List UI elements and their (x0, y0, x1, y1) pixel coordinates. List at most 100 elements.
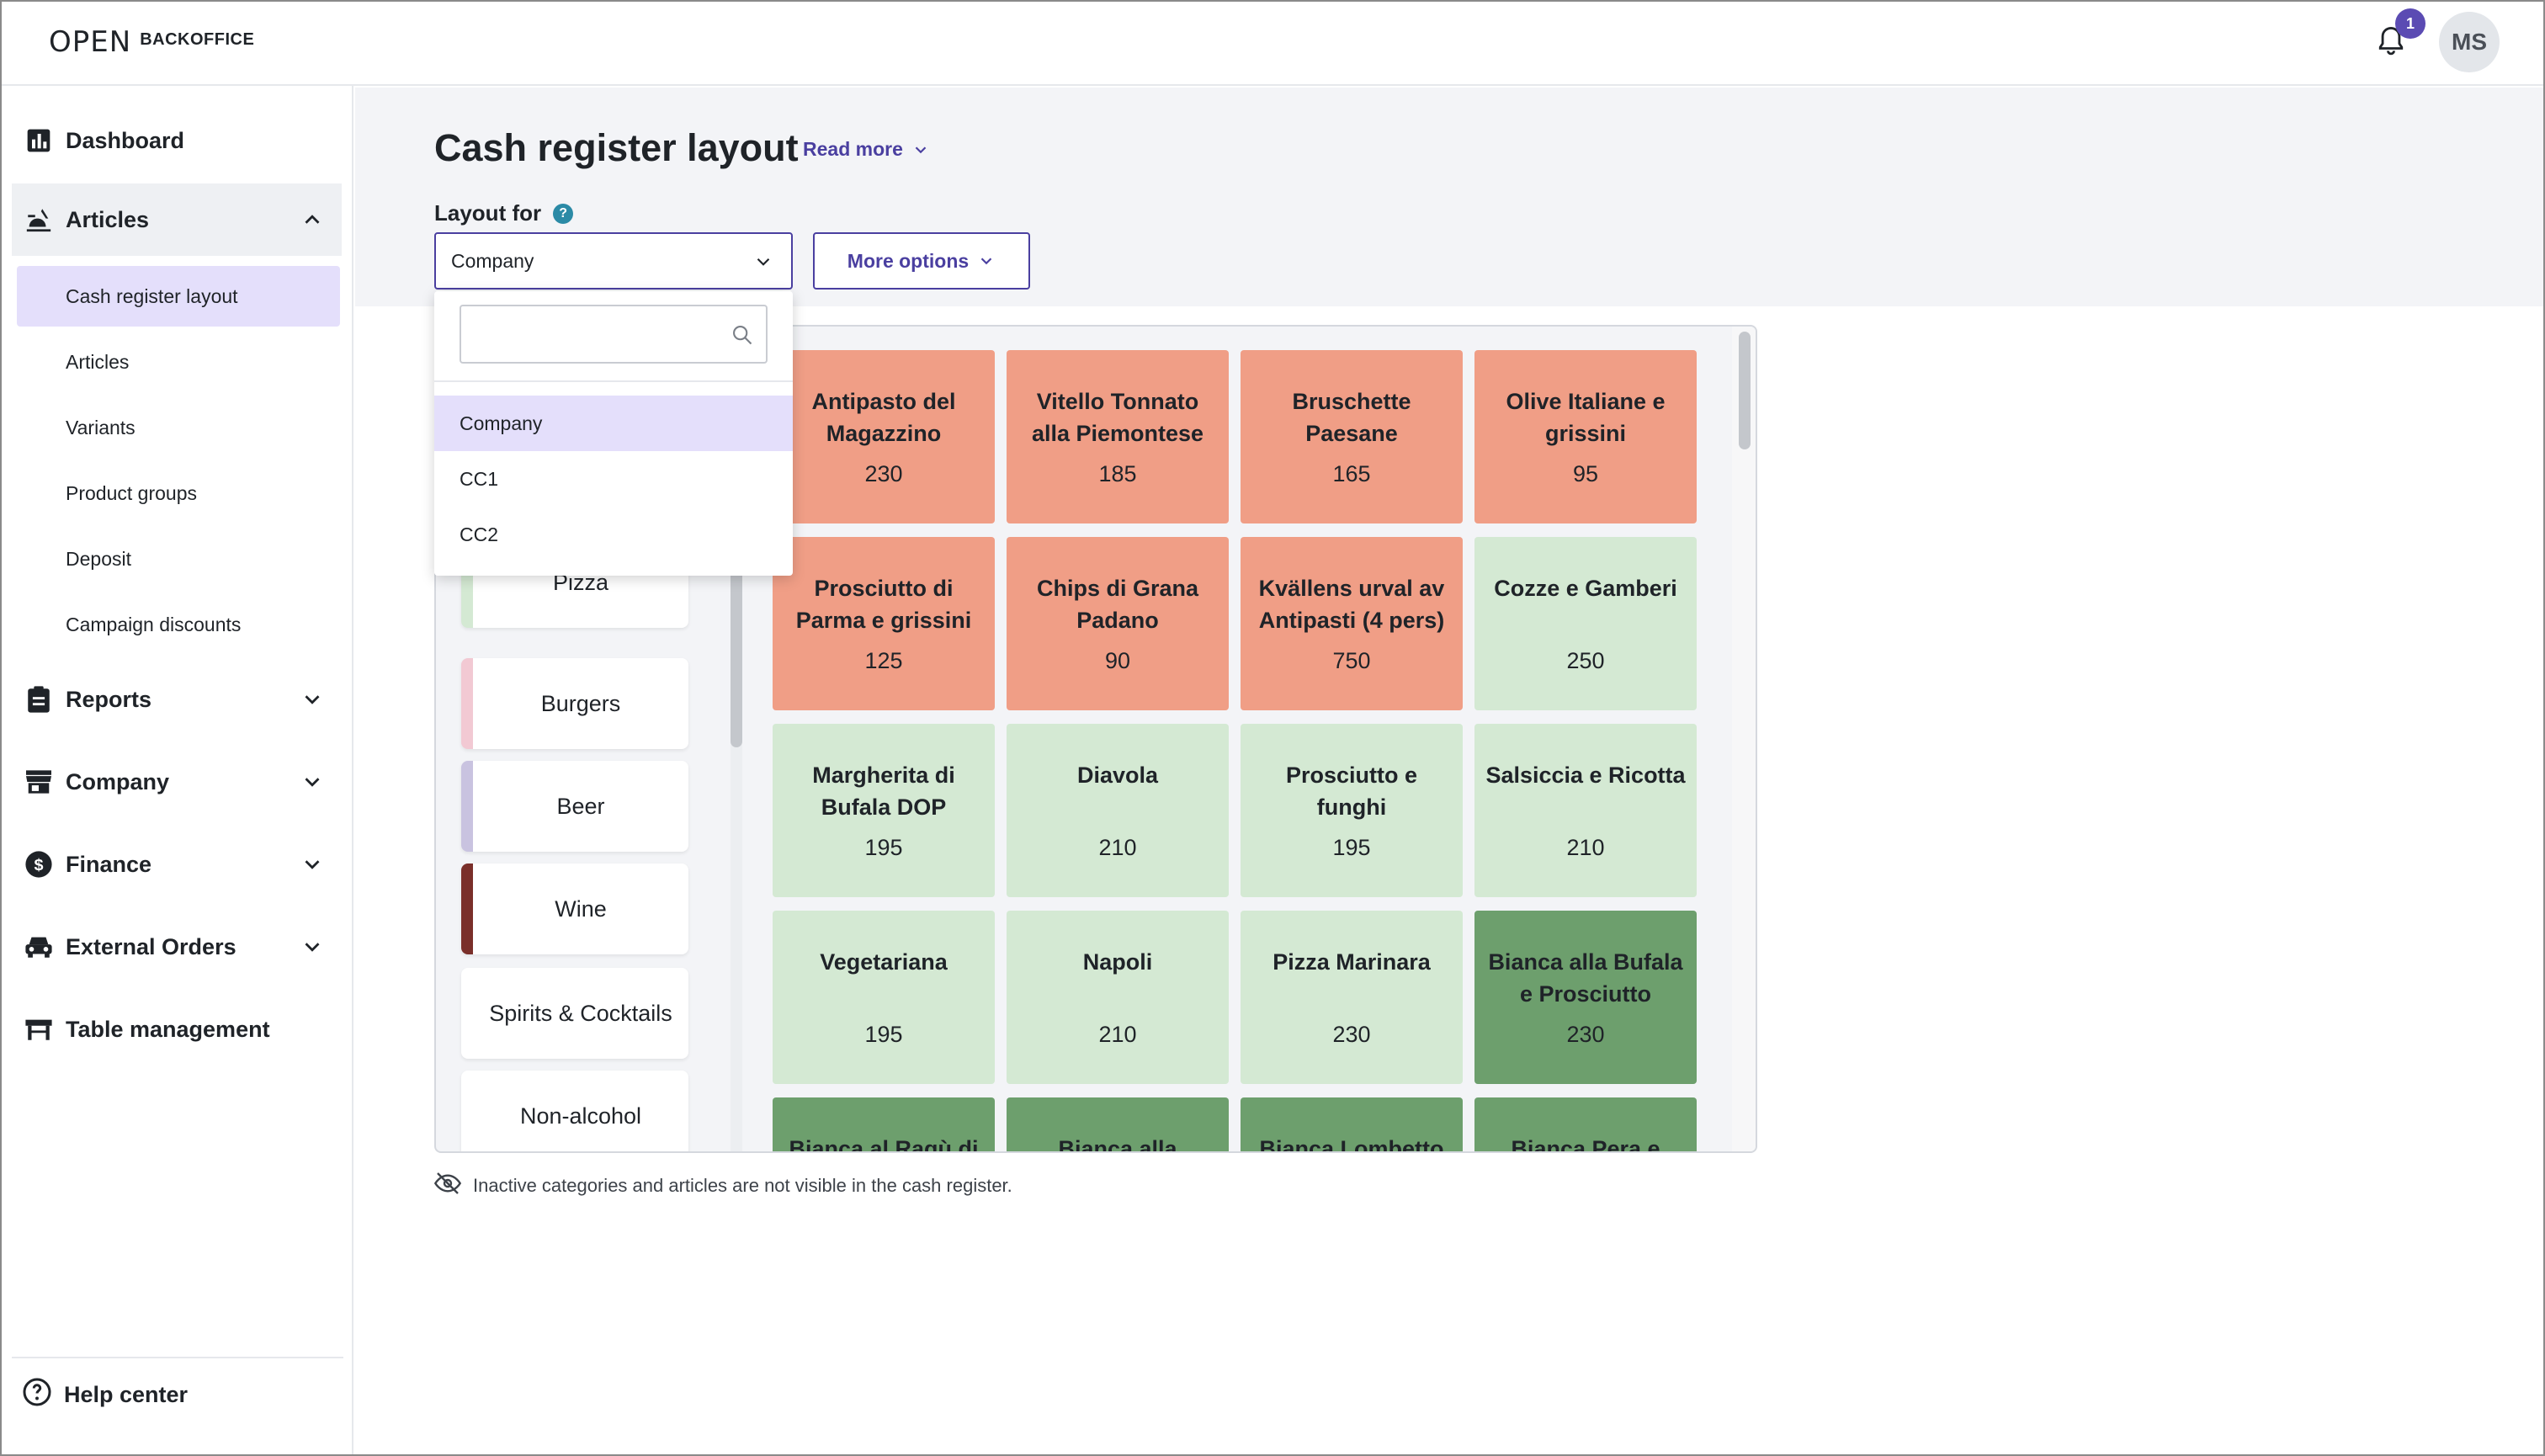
sidebar-subitem-product-groups[interactable]: Product groups (66, 481, 197, 504)
article-tile[interactable]: Bianca Pera e (1474, 1097, 1697, 1151)
logo-mark: OPEN (49, 25, 132, 59)
article-tile[interactable]: Bianca alla (1007, 1097, 1229, 1153)
sidebar-subitem-articles[interactable]: Articles (66, 350, 130, 373)
sidebar: Dashboard Articles Cash register layout … (2, 86, 353, 1454)
car-icon (24, 932, 54, 962)
article-tile[interactable]: Cozze e Gamberi 250 (1474, 537, 1697, 710)
category-spirits-cocktails[interactable]: Spirits & Cocktails (461, 968, 688, 1059)
article-price: 125 (864, 648, 903, 673)
article-tile[interactable]: Vegetariana 195 (773, 911, 995, 1084)
help-icon[interactable]: ? (553, 203, 574, 224)
inactive-note-text: Inactive categories and articles are not… (473, 1175, 1012, 1196)
layout-for-text: Layout for (434, 200, 542, 226)
layout-for-dropdown: Company CC1 CC2 (434, 291, 793, 576)
sidebar-item-dashboard[interactable]: Dashboard (12, 104, 342, 177)
dropdown-option-cc2[interactable]: CC2 (460, 523, 499, 545)
article-tile[interactable]: Bianca alla Bufala e Prosciutto 230 (1474, 911, 1697, 1084)
help-center-link[interactable]: Help center (22, 1377, 188, 1413)
logo-text: BACKOFFICE (140, 29, 255, 49)
article-price: 230 (864, 461, 903, 486)
article-scrollbar-thumb[interactable] (1739, 332, 1751, 449)
article-tile[interactable]: Chips di Grana Padano 90 (1007, 537, 1229, 710)
sidebar-subitem-cash-register-layout[interactable]: Cash register layout (17, 266, 340, 327)
article-name: Salsiccia e Ricotta (1485, 763, 1686, 788)
sidebar-item-label: External Orders (66, 933, 236, 959)
chevron-down-icon (980, 258, 992, 265)
article-name: Chips di Grana Padano (1036, 576, 1199, 633)
category-burgers[interactable]: Burgers (461, 658, 688, 749)
article-tile[interactable]: Antipasto del Magazzino 230 (773, 350, 995, 523)
more-options-button[interactable]: More options (813, 232, 1030, 290)
article-price: 210 (1098, 1022, 1137, 1047)
article-price: 90 (1104, 648, 1131, 673)
category-non-alcohol[interactable]: Non-alcohol (461, 1071, 688, 1151)
article-price: 210 (1566, 835, 1605, 860)
category-beer[interactable]: Beer (461, 761, 688, 852)
article-name: Diavola (1076, 763, 1159, 788)
article-tile[interactable]: Salsiccia e Ricotta 210 (1474, 724, 1697, 897)
top-bar: OPEN BACKOFFICE (2, 2, 2543, 86)
category-scrollbar-thumb[interactable] (731, 545, 742, 747)
dropdown-search-input[interactable] (460, 305, 768, 364)
sidebar-divider (12, 1357, 343, 1358)
sidebar-subitem-campaign-discounts[interactable]: Campaign discounts (66, 613, 242, 635)
sidebar-item-reports[interactable]: Reports (12, 663, 342, 736)
article-name: Bruschette Paesane (1292, 389, 1411, 446)
article-scrollbar[interactable] (1732, 327, 1756, 1151)
article-grid: Antipasto del Magazzino 230 Vitello Tonnat… (773, 327, 1732, 1151)
article-tile[interactable]: Olive Italiane e grissini 95 (1474, 350, 1697, 523)
sidebar-subitem-variants[interactable]: Variants (66, 416, 135, 438)
layout-panel: Pizza Burgers Beer Wine Spirits & Cockta… (434, 325, 1757, 1153)
food-icon (24, 205, 54, 235)
inactive-note: Inactive categories and articles are not… (433, 1172, 1012, 1200)
article-tile[interactable]: Pizza Marinara 230 (1241, 911, 1463, 1084)
logo[interactable]: OPEN BACKOFFICE (49, 25, 254, 59)
article-price: 230 (1566, 1022, 1605, 1047)
article-price: 165 (1332, 461, 1371, 486)
article-name: Prosciutto di Parma e grissini (795, 576, 972, 633)
question-icon (22, 1377, 52, 1413)
dropdown-option-company[interactable]: Company (434, 396, 793, 451)
article-tile[interactable]: Vitello Tonnato alla Piemontese 185 (1007, 350, 1229, 523)
article-tile[interactable]: Kvällens urval av Antipasti (4 pers) 750 (1241, 537, 1463, 710)
chevron-down-icon (305, 943, 320, 952)
sidebar-item-external-orders[interactable]: External Orders (12, 911, 342, 983)
avatar[interactable]: MS (2439, 12, 2500, 72)
sidebar-item-table-management[interactable]: Table management (12, 993, 342, 1065)
article-tile[interactable]: Bianca al Ragù di (773, 1097, 995, 1151)
article-name: Bianca alla Bufala e Prosciutto (1488, 949, 1683, 1007)
article-name: Antipasto del Magazzino (811, 389, 956, 446)
sidebar-item-company[interactable]: Company (12, 746, 342, 818)
article-price: 95 (1572, 461, 1599, 486)
article-tile[interactable]: Napoli 210 (1007, 911, 1229, 1084)
chevron-down-icon (305, 695, 320, 704)
article-name: Olive Italiane e grissini (1506, 389, 1666, 446)
sidebar-item-label: Company (66, 768, 170, 794)
sidebar-item-label: Table management (66, 1016, 270, 1042)
article-name: Napoli (1082, 949, 1153, 975)
sidebar-item-articles[interactable]: Articles (12, 183, 342, 256)
article-price: 230 (1332, 1022, 1371, 1047)
article-tile[interactable]: Prosciutto e funghi 195 (1241, 724, 1463, 897)
category-label: Spirits & Cocktails (489, 1000, 672, 1026)
article-tile[interactable]: Bianca Lombetto (1241, 1097, 1463, 1151)
article-name: Pizza Marinara (1272, 949, 1431, 975)
dropdown-option-cc1[interactable]: CC1 (460, 467, 499, 490)
chevron-down-icon (915, 146, 927, 153)
article-tile[interactable]: Diavola 210 (1007, 724, 1229, 897)
read-more-button[interactable]: Read more (803, 138, 930, 161)
layout-for-select[interactable]: Company (434, 232, 793, 290)
sidebar-item-finance[interactable]: $ Finance (12, 828, 342, 901)
sidebar-subitem-deposit[interactable]: Deposit (66, 547, 131, 570)
article-name: Bianca alla (1058, 1136, 1177, 1153)
store-icon (24, 767, 54, 797)
article-tile[interactable]: Prosciutto di Parma e grissini 125 (773, 537, 995, 710)
article-tile[interactable]: Bruschette Paesane 165 (1241, 350, 1463, 523)
chevron-down-icon (757, 258, 770, 266)
category-label: Wine (555, 895, 607, 922)
search-icon (733, 326, 752, 345)
category-wine[interactable]: Wine (461, 864, 688, 954)
read-more-label: Read more (803, 138, 903, 160)
article-tile[interactable]: Margherita di Bufala DOP 195 (773, 724, 995, 897)
category-list: Pizza Burgers Beer Wine Spirits & Cockta… (461, 327, 688, 1151)
